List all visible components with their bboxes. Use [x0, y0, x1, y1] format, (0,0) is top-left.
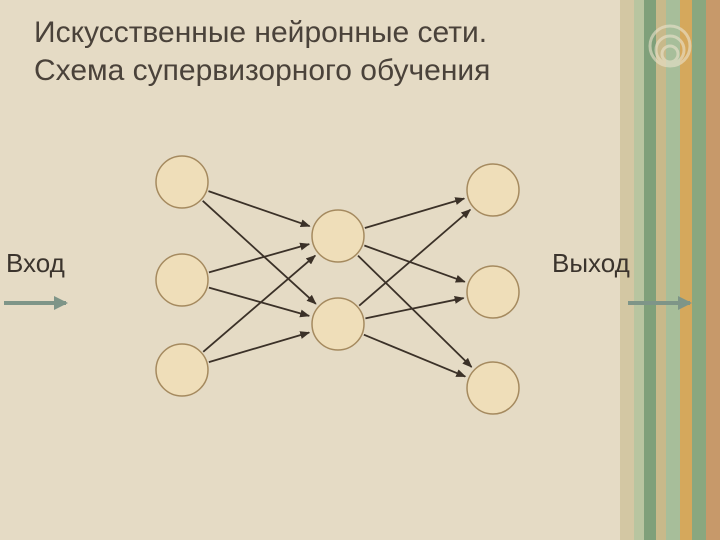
neuron-node	[467, 362, 519, 414]
edge	[209, 288, 309, 316]
neuron-node	[156, 254, 208, 306]
slide: Искусственные нейронные сети. Схема супе…	[0, 0, 720, 540]
edge	[209, 244, 309, 272]
neuron-node	[312, 210, 364, 262]
neuron-node	[156, 344, 208, 396]
edge	[365, 298, 463, 318]
neuron-node	[467, 266, 519, 318]
neuron-node	[156, 156, 208, 208]
edge	[365, 199, 464, 228]
edge	[364, 335, 465, 377]
edge	[209, 332, 309, 362]
edge	[203, 201, 316, 304]
neuron-node	[312, 298, 364, 350]
edge	[358, 256, 472, 367]
neuron-node	[467, 164, 519, 216]
network-diagram	[0, 0, 720, 540]
